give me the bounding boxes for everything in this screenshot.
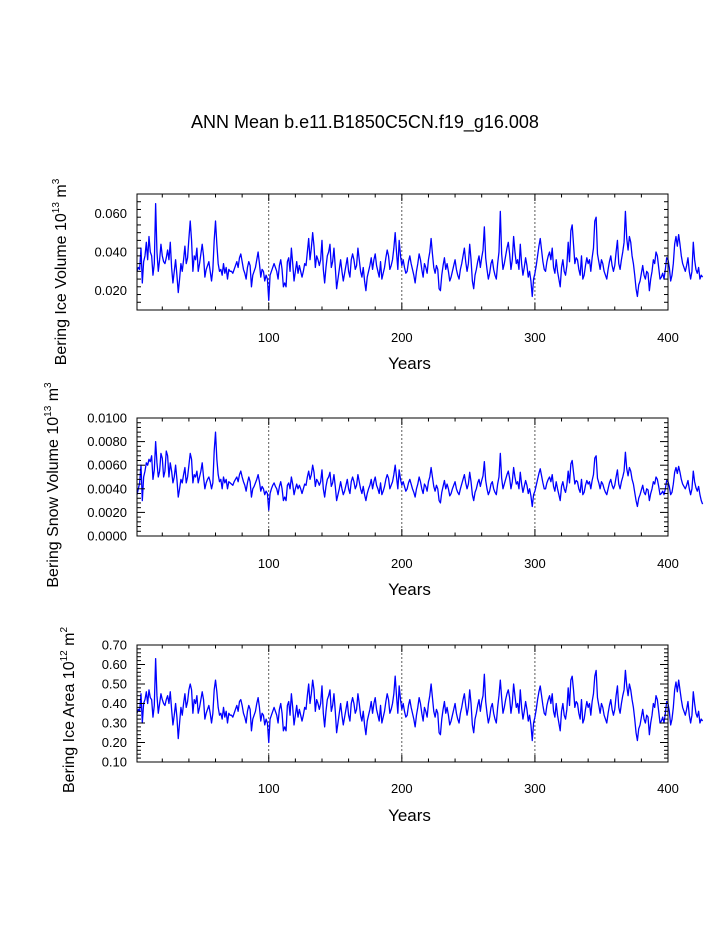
plot-frame xyxy=(136,193,669,311)
y-tick-label: 0.40 xyxy=(102,696,127,711)
y-tick-label: 0.70 xyxy=(102,638,127,653)
x-tick-label: 100 xyxy=(258,556,280,571)
y-tick-label: 0.020 xyxy=(94,283,127,298)
y-tick-label: 0.0040 xyxy=(87,481,127,496)
x-axis-label: Years xyxy=(388,354,431,373)
y-tick-label: 0.50 xyxy=(102,677,127,692)
x-tick-label: 100 xyxy=(258,330,280,345)
y-axis-label: Bering Ice Area 1012 m2 xyxy=(59,627,78,794)
x-tick-label: 400 xyxy=(657,556,679,571)
y-label-ylabel-unit: m xyxy=(45,388,62,406)
y-tick-label: 0.60 xyxy=(102,657,127,672)
x-tick-label: 400 xyxy=(657,330,679,345)
x-tick-label: 200 xyxy=(391,330,413,345)
data-line-ice-volume xyxy=(136,203,704,301)
x-tick-label: 200 xyxy=(391,781,413,796)
y-axis-label: Bering Ice Volume 1013 m3 xyxy=(51,178,70,365)
x-axis-label: Years xyxy=(388,580,431,599)
y-label-ylabel-main: Bering Ice Area 10 xyxy=(61,661,78,793)
x-axis-label: Years xyxy=(388,806,431,825)
y-label-ylabel-unit: m xyxy=(53,184,70,202)
data-line-snow-volume xyxy=(136,431,704,511)
y-tick-label: 0.040 xyxy=(94,245,127,260)
x-tick-label: 300 xyxy=(524,330,546,345)
y-label-ylabel-exp: 12 xyxy=(59,650,70,662)
y-label-ylabel-unit-exp: 2 xyxy=(59,627,70,633)
x-tick-label: 200 xyxy=(391,556,413,571)
x-tick-label: 400 xyxy=(657,781,679,796)
y-label-ylabel-main: Bering Ice Volume 10 xyxy=(53,213,70,365)
y-tick-label: 0.30 xyxy=(102,716,127,731)
y-tick-label: 0.0020 xyxy=(87,505,127,520)
panel-snow-volume: 100 200 300 400 0.0000 0.0020 0.0040 0.0060 0.00… xyxy=(43,382,704,599)
y-tick-label: 0.0000 xyxy=(87,529,127,544)
y-label-ylabel-main: Bering Snow Volume 10 xyxy=(45,417,62,588)
panel-ice-area: 100 200 300 400 0.10 0.20 0.30 0.40 0.50 0.60 0.70… xyxy=(59,627,704,825)
y-tick-label: 0.10 xyxy=(102,755,127,770)
y-tick-label: 0.060 xyxy=(94,206,127,221)
y-tick-label: 0.20 xyxy=(102,735,127,750)
y-axis-label: Bering Snow Volume 1013 m3 xyxy=(43,382,62,588)
y-tick-label: 0.0080 xyxy=(87,434,127,449)
chart-title: ANN Mean b.e11.B1850C5CN.f19_g16.008 xyxy=(191,112,539,133)
x-tick-label: 300 xyxy=(524,781,546,796)
data-line-ice-area xyxy=(136,658,704,744)
y-label-ylabel-unit-exp: 3 xyxy=(43,382,54,388)
y-label-ylabel-unit-exp: 3 xyxy=(51,178,62,184)
panel-ice-volume: 100 200 300 400 0.020 0.040 0.060 Years Bering I… xyxy=(51,178,704,373)
y-tick-label: 0.0060 xyxy=(87,458,127,473)
y-label-ylabel-unit: m xyxy=(61,633,78,651)
plot-frame xyxy=(136,644,669,763)
y-label-ylabel-exp: 13 xyxy=(51,202,62,214)
plot-frame xyxy=(136,417,669,537)
y-tick-label: 0.0100 xyxy=(87,411,127,426)
y-label-ylabel-exp: 13 xyxy=(43,405,54,417)
x-tick-label: 300 xyxy=(524,556,546,571)
x-tick-label: 100 xyxy=(258,781,280,796)
